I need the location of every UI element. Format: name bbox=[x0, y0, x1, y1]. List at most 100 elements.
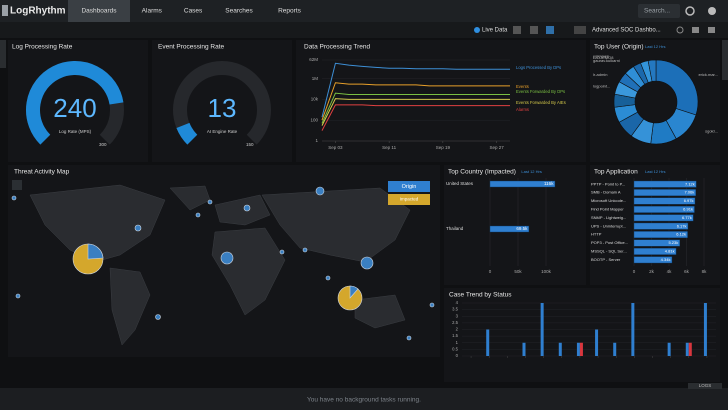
map-bubble[interactable] bbox=[134, 224, 142, 232]
side-tab[interactable] bbox=[0, 40, 6, 68]
map-bubble[interactable] bbox=[11, 195, 17, 201]
bar-value-label: 116k bbox=[544, 181, 554, 186]
nav-tab[interactable] bbox=[68, 0, 130, 22]
map-bubble[interactable] bbox=[315, 186, 325, 196]
search-box[interactable] bbox=[638, 4, 680, 18]
series-line bbox=[321, 82, 510, 121]
x-tick-label: 0 bbox=[489, 269, 492, 274]
x-tick-label: Sep 11 bbox=[382, 145, 396, 150]
bar[interactable] bbox=[633, 197, 696, 205]
bar[interactable] bbox=[633, 222, 689, 230]
panel-title: Data Processing Trend bbox=[304, 44, 371, 51]
map-bubble[interactable] bbox=[279, 249, 285, 255]
bar-category: Find Point Mapper bbox=[591, 206, 624, 211]
continent bbox=[211, 227, 286, 316]
refresh-icon[interactable] bbox=[676, 26, 684, 34]
bar[interactable] bbox=[595, 329, 599, 357]
nav-tab-label: Reports bbox=[278, 8, 302, 15]
toolbar-icon[interactable] bbox=[530, 26, 538, 34]
bar[interactable] bbox=[576, 342, 580, 356]
bar-category: HTTP bbox=[591, 232, 602, 237]
legend-label: Logs Processed By DPs bbox=[516, 65, 561, 70]
bar[interactable] bbox=[667, 342, 671, 356]
continent bbox=[29, 184, 166, 263]
bar[interactable] bbox=[633, 231, 688, 238]
map-bubble[interactable] bbox=[155, 314, 161, 320]
y-tick-label: 0 bbox=[456, 353, 459, 358]
panel-title: Threat Activity Map bbox=[14, 169, 70, 176]
continent bbox=[354, 294, 406, 329]
bar[interactable] bbox=[685, 342, 689, 356]
bar[interactable] bbox=[633, 205, 695, 213]
bar[interactable] bbox=[633, 247, 677, 255]
bar[interactable] bbox=[489, 225, 530, 233]
live-indicator[interactable] bbox=[474, 27, 480, 33]
bar-value-label: 6.17k bbox=[677, 223, 687, 228]
bar[interactable] bbox=[633, 189, 696, 196]
y-tick-label: 10k bbox=[311, 97, 319, 102]
legend-label: Events Forwarded By AIEs bbox=[516, 100, 566, 105]
map-bubble[interactable] bbox=[220, 251, 234, 265]
map-toggle[interactable] bbox=[388, 181, 430, 192]
pie-segment[interactable] bbox=[647, 59, 657, 82]
logo-mark bbox=[2, 5, 8, 16]
map-bubble[interactable] bbox=[195, 212, 201, 218]
bar[interactable] bbox=[613, 342, 617, 356]
bar[interactable] bbox=[633, 256, 673, 264]
settings-icon[interactable] bbox=[685, 6, 695, 16]
toolbar-icon[interactable] bbox=[546, 26, 554, 34]
bar[interactable] bbox=[489, 180, 556, 188]
bar[interactable] bbox=[688, 342, 692, 356]
bar[interactable] bbox=[633, 180, 697, 188]
panel-subtitle: Last 12 Hrs bbox=[645, 169, 665, 174]
map-toggle[interactable] bbox=[388, 194, 430, 205]
map-bubble[interactable] bbox=[243, 204, 251, 212]
bar[interactable] bbox=[703, 303, 707, 356]
bar-category: United States bbox=[446, 181, 474, 186]
print-icon[interactable] bbox=[692, 27, 699, 33]
nav-tab-label: Alarms bbox=[142, 8, 163, 15]
gauge-max: 150 bbox=[246, 142, 254, 147]
map-bubble[interactable] bbox=[325, 275, 331, 281]
dashboard-name[interactable]: Advanced SOC Dashbo... bbox=[592, 28, 661, 34]
y-tick-label: 1 bbox=[456, 340, 459, 345]
live-data: Live Data bbox=[482, 28, 508, 34]
save-icon[interactable] bbox=[708, 27, 715, 33]
map-bubble[interactable] bbox=[406, 335, 412, 341]
bar[interactable] bbox=[558, 342, 562, 356]
map-bubble[interactable] bbox=[15, 293, 21, 299]
bar[interactable] bbox=[522, 342, 526, 356]
user-icon[interactable] bbox=[708, 7, 716, 15]
bar-value-label: 4.34k bbox=[661, 257, 671, 262]
bar-category: UPS - Uninterrupt... bbox=[591, 223, 626, 228]
toolbar-icon[interactable] bbox=[513, 26, 521, 34]
bar[interactable] bbox=[631, 303, 635, 356]
series-line bbox=[321, 62, 510, 118]
bar[interactable] bbox=[633, 239, 680, 247]
panel-title: Log Processing Rate bbox=[12, 44, 73, 51]
gauge-track bbox=[173, 61, 271, 145]
logs-tab-label: LOGS bbox=[699, 383, 712, 388]
y-tick-label: 62M bbox=[309, 57, 318, 62]
nav-tab-label: Cases bbox=[184, 8, 203, 15]
bar-category: BOOTP - Server bbox=[591, 257, 621, 262]
gauge-value: 13 bbox=[208, 93, 237, 123]
gauge-fill bbox=[176, 122, 198, 145]
bar[interactable] bbox=[540, 303, 544, 356]
side-tab[interactable] bbox=[722, 40, 728, 80]
x-tick-label: 4k bbox=[667, 269, 673, 274]
nav-tab-label: Searches bbox=[225, 8, 253, 15]
logs-tab[interactable] bbox=[688, 383, 722, 389]
map-bubble[interactable] bbox=[207, 199, 213, 205]
dashboard-icon[interactable] bbox=[574, 26, 586, 34]
bar[interactable] bbox=[579, 342, 583, 356]
y-tick-label: 1 bbox=[315, 138, 318, 143]
map-bubble[interactable] bbox=[302, 247, 308, 253]
series-line bbox=[321, 104, 510, 131]
map-bubble[interactable] bbox=[429, 302, 435, 308]
bar[interactable] bbox=[633, 214, 694, 222]
panel-title: Case Trend by Status bbox=[449, 292, 512, 299]
zoom-button[interactable] bbox=[12, 180, 22, 190]
bar[interactable] bbox=[486, 329, 490, 357]
map-bubble[interactable] bbox=[360, 256, 374, 270]
